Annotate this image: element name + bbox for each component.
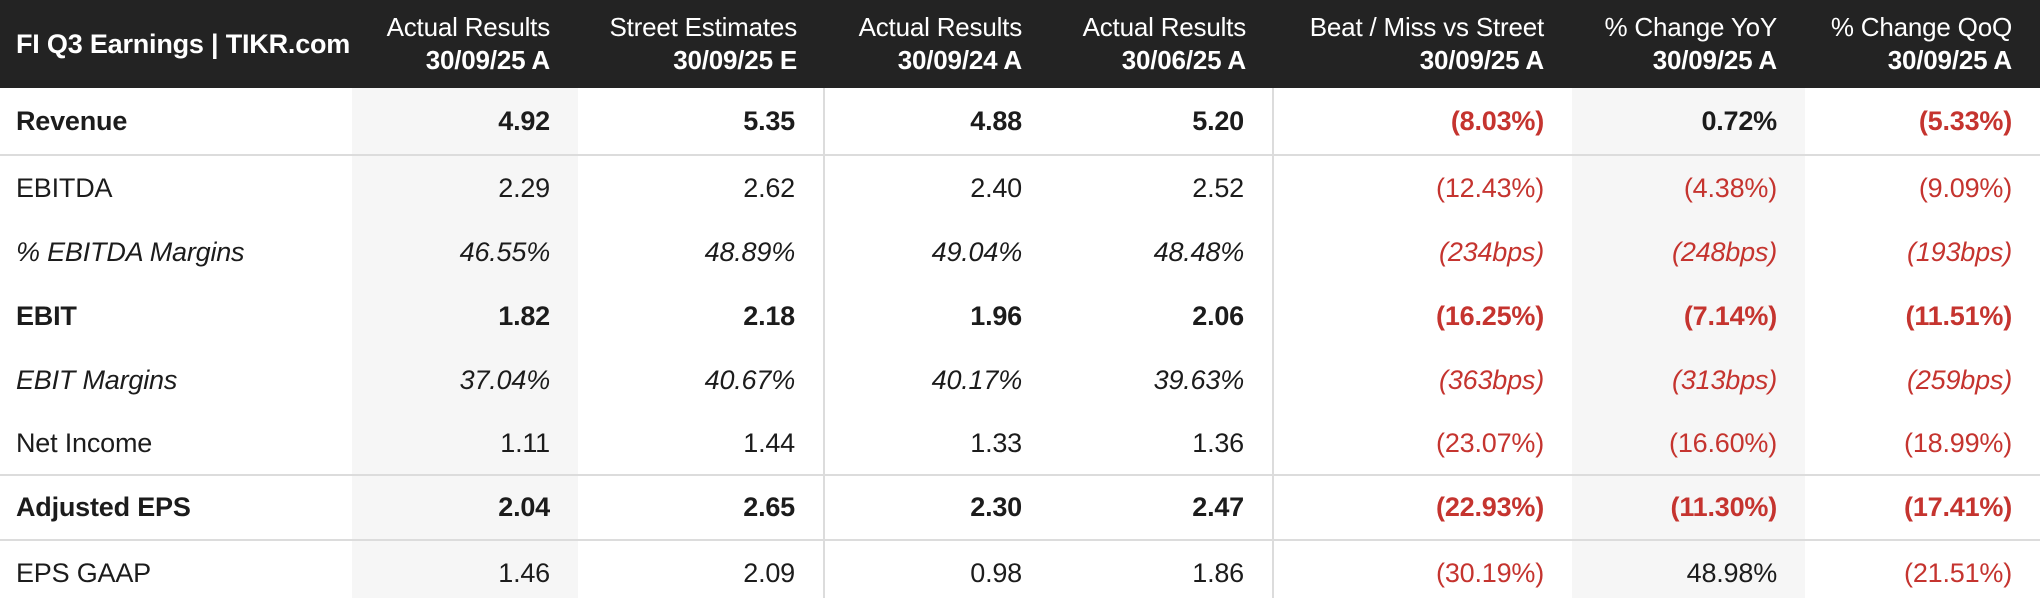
table-cell: 4.92	[352, 88, 578, 154]
table-cell: (17.41%)	[1904, 492, 2012, 522]
row-label: Net Income	[16, 427, 153, 458]
table-cell: (23.07%)	[1436, 427, 1544, 458]
column-header-metric: % Change QoQ	[1830, 12, 2012, 42]
table-cell: (11.51%)	[1905, 300, 2013, 331]
table-cell: 2.30	[970, 492, 1022, 522]
table-cell: (4.38%)	[1572, 156, 1805, 220]
column-header-1: Actual Results 30/09/25 A	[352, 0, 578, 88]
table-row: EPS GAAP 1.46 2.09 0.98 1.86 (30.19%) 48.98% (2…	[0, 541, 2040, 598]
row-label: % EBITDA Margins	[16, 236, 245, 267]
column-header-period: 30/06/25 A	[1121, 45, 1246, 75]
table-cell: (313bps)	[1572, 348, 1805, 412]
table-cell: 1.86	[1050, 541, 1274, 598]
column-header-metric: % Change YoY	[1604, 12, 1777, 42]
table-cell: 1.11	[352, 412, 578, 474]
table-row: % EBITDA Margins 46.55% 48.89% 49.04% 48.48%…	[0, 220, 2040, 284]
table-cell: 2.65	[578, 476, 825, 539]
table-cell: 2.09	[578, 541, 825, 598]
table-cell: (7.14%)	[1572, 284, 1805, 348]
table-cell: 2.62	[578, 156, 825, 220]
column-header-metric: Street Estimates	[609, 12, 797, 42]
column-header-metric: Actual Results	[386, 12, 551, 42]
table-cell: 46.55%	[352, 220, 578, 284]
table-cell: 4.88	[970, 105, 1022, 136]
column-header-period: 30/09/25 A	[425, 45, 550, 75]
row-label: EBIT Margins	[16, 364, 178, 395]
table-cell: 2.06	[1050, 284, 1274, 348]
report-title: FI Q3 Earnings | TIKR.com	[16, 28, 351, 59]
table-cell: (16.60%)	[1572, 412, 1805, 474]
table-cell: 1.33	[970, 427, 1022, 458]
table-row: EBITDA 2.29 2.62 2.40 2.52 (12.43%) (4.38%) (9.…	[0, 156, 2040, 220]
row-label: Revenue	[16, 105, 128, 136]
table-row: Adjusted EPS 2.04 2.65 2.30 2.47 (22.93%) (11.…	[0, 476, 2040, 541]
column-header-metric: Actual Results	[1082, 12, 1247, 42]
table-cell: (363bps)	[1439, 364, 1544, 395]
table-cell: (21.51%)	[1904, 557, 2012, 588]
table-cell: 0.72%	[1572, 88, 1805, 154]
row-label: EBITDA	[16, 172, 113, 203]
table-cell: 49.04%	[931, 236, 1023, 267]
table-cell: (234bps)	[1439, 236, 1544, 267]
column-header-2: Street Estimates 30/09/25 E	[578, 0, 825, 88]
table-cell: 2.47	[1050, 476, 1274, 539]
table-cell: 2.04	[352, 476, 578, 539]
table-cell: 2.52	[1050, 156, 1274, 220]
table-cell: (259bps)	[1907, 364, 2012, 395]
table-cell: 37.04%	[352, 348, 578, 412]
table-cell: (11.30%)	[1572, 476, 1805, 539]
table-cell: 1.96	[970, 300, 1022, 331]
table-cell: (5.33%)	[1918, 105, 2012, 136]
table-cell: (193bps)	[1907, 236, 2012, 267]
column-header-4: Actual Results 30/06/25 A	[1050, 0, 1274, 88]
table-cell: 0.98	[970, 557, 1022, 588]
table-cell: 2.18	[578, 284, 825, 348]
column-header-3: Actual Results 30/09/24 A	[825, 0, 1050, 88]
table-cell: (248bps)	[1572, 220, 1805, 284]
column-header-6: % Change YoY 30/09/25 A	[1572, 0, 1805, 88]
table-cell: 5.20	[1050, 88, 1274, 154]
table-cell: 2.29	[352, 156, 578, 220]
table-cell: (8.03%)	[1450, 105, 1544, 136]
table-cell: 5.35	[578, 88, 825, 154]
table-cell: 1.46	[352, 541, 578, 598]
table-cell: (18.99%)	[1904, 427, 2012, 458]
table-cell: 48.98%	[1572, 541, 1805, 598]
column-header-5: Beat / Miss vs Street 30/09/25 A	[1274, 0, 1572, 88]
table-cell: (16.25%)	[1436, 300, 1544, 331]
row-label: EBIT	[16, 300, 77, 331]
table-cell: 48.48%	[1050, 220, 1274, 284]
table-cell: (22.93%)	[1436, 492, 1544, 522]
table-row: Net Income 1.11 1.44 1.33 1.36 (23.07%) (16.60…	[0, 412, 2040, 476]
row-label: Adjusted EPS	[16, 492, 191, 522]
column-header-period: 30/09/25 A	[1887, 45, 2012, 75]
table-cell: 2.40	[970, 172, 1022, 203]
table-cell: 40.17%	[931, 364, 1023, 395]
column-header-period: 30/09/25 A	[1419, 45, 1544, 75]
table-cell: 40.67%	[578, 348, 825, 412]
column-header-metric: Actual Results	[858, 12, 1023, 42]
table-body: Revenue 4.92 5.35 4.88 5.20 (8.03%) 0.72% (5.33…	[0, 88, 2040, 598]
table-cell: (12.43%)	[1436, 172, 1544, 203]
table-cell: 48.89%	[578, 220, 825, 284]
table-row: EBIT Margins 37.04% 40.67% 40.17% 39.63% (363…	[0, 348, 2040, 412]
table-row: Revenue 4.92 5.35 4.88 5.20 (8.03%) 0.72% (5.33…	[0, 88, 2040, 156]
table-cell: 39.63%	[1050, 348, 1274, 412]
table-header: FI Q3 Earnings | TIKR.com Actual Results…	[0, 0, 2040, 88]
table-cell: 1.36	[1050, 412, 1274, 474]
table-cell: (9.09%)	[1918, 172, 2012, 203]
column-header-period: 30/09/25 A	[1652, 45, 1777, 75]
column-header-metric: Beat / Miss vs Street	[1309, 12, 1544, 42]
table-cell: (30.19%)	[1436, 557, 1544, 588]
column-header-period: 30/09/25 E	[673, 45, 797, 75]
row-label: EPS GAAP	[16, 557, 151, 588]
table-row: EBIT 1.82 2.18 1.96 2.06 (16.25%) (7.14%) (11.5…	[0, 284, 2040, 348]
table-cell: 1.44	[578, 412, 825, 474]
table-cell: 1.82	[352, 284, 578, 348]
column-header-period: 30/09/24 A	[897, 45, 1022, 75]
column-header-7: % Change QoQ 30/09/25 A	[1805, 0, 2040, 88]
